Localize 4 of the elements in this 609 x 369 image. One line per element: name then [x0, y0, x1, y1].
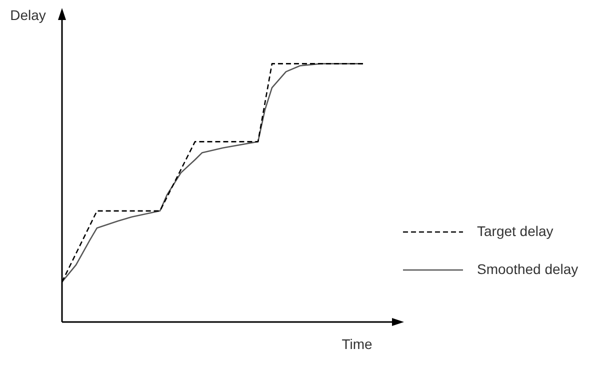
x-axis-title: Time: [342, 336, 373, 352]
legend-label: Target delay: [477, 222, 554, 239]
y-axis-title: Delay: [10, 6, 46, 23]
legend-label: Smoothed delay: [477, 260, 578, 277]
